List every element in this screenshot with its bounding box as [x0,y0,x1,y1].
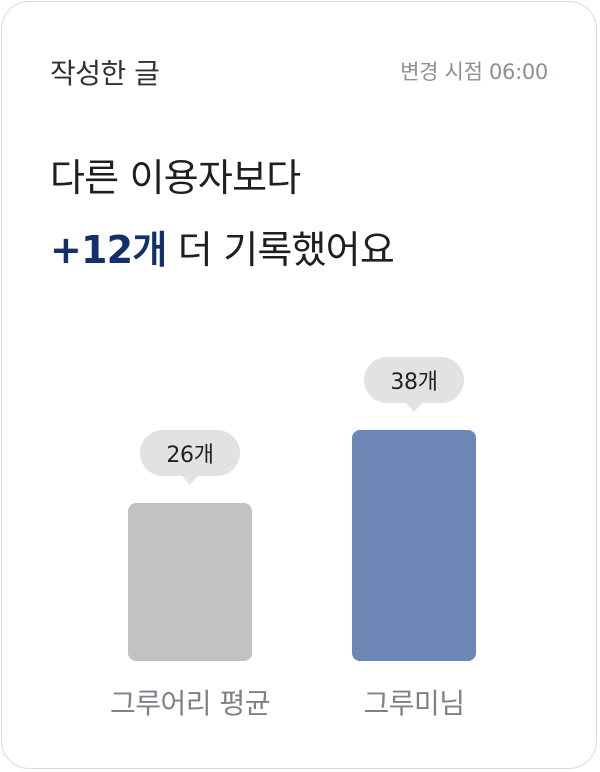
headline: 다른 이용자보다 +12개 더 기록했어요 [50,142,395,286]
average-value-bubble: 26개 [140,430,240,485]
card-title: 작성한 글 [50,57,160,90]
update-time: 변경 시점 06:00 [400,60,548,84]
average-bar [128,503,252,661]
my-value-bubble: 38개 [364,357,464,412]
headline-line1: 다른 이용자보다 [50,156,301,200]
average-label: 그루어리 평균 [110,687,270,720]
headline-line2-rest: 더 기록했어요 [166,228,395,272]
headline-line2: +12개 더 기록했어요 [50,214,395,286]
headline-highlight: +12개 [50,228,167,272]
my-label: 그루미님 [363,687,465,720]
my-bar [352,430,476,661]
